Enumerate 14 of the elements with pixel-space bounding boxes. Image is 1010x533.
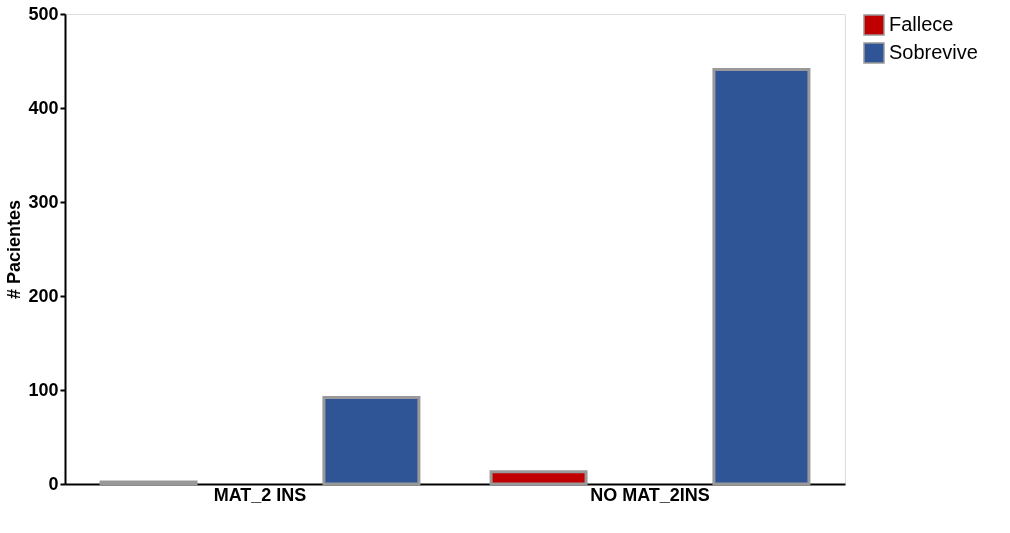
y-tick-label: 300 [28,191,59,212]
y-tick-label: 500 [28,3,59,24]
bar [322,396,421,486]
y-tick-label: 400 [28,97,59,118]
x-tick-label: MAT_2 INS [213,484,307,505]
y-tick-label: 200 [28,285,59,306]
y-tick-label: 0 [48,473,59,494]
y-tick-label: 100 [28,379,59,400]
x-tick-label: NO MAT_2INS [590,484,710,505]
bar [489,470,588,486]
legend-label: Sobrevive [889,41,978,63]
y-axis-title: # Pacientes [4,199,25,300]
bar [712,67,811,486]
legend-label: Fallece [889,13,954,35]
